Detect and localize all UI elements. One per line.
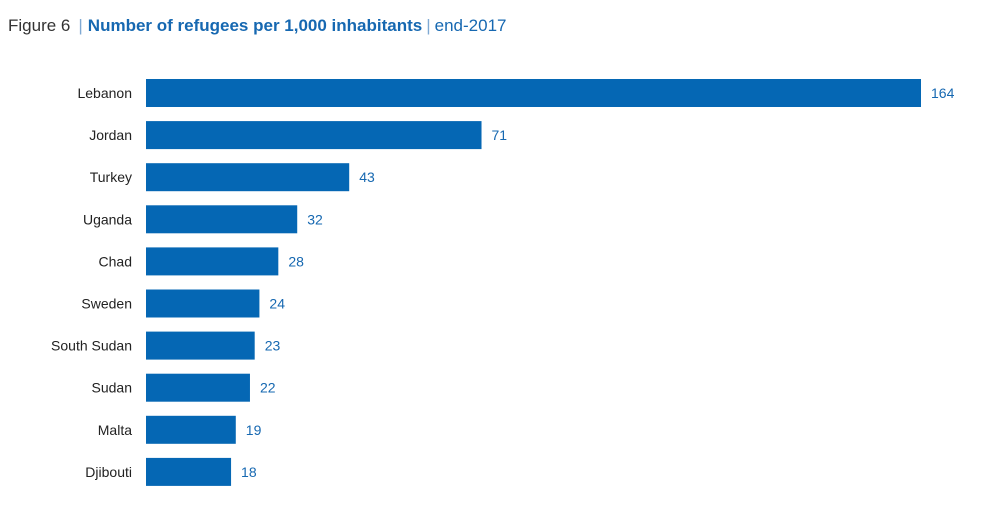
category-label: Djibouti (85, 464, 132, 480)
value-label: 19 (246, 422, 262, 438)
category-label: Chad (99, 253, 132, 269)
title-text: Number of refugees per 1,000 inhabitants (87, 16, 423, 35)
bar (146, 331, 255, 360)
category-label: Uganda (83, 211, 132, 227)
title-separator: | (78, 16, 83, 35)
bar (146, 373, 250, 402)
bar (146, 163, 350, 192)
category-label: Malta (98, 422, 132, 438)
bar (146, 121, 482, 150)
chart-title: Figure 6 | Number of refugees per 1,000 in… (8, 16, 506, 36)
title-separator: | (426, 16, 431, 35)
bar (146, 247, 279, 276)
bar (146, 457, 232, 486)
value-label: 32 (307, 211, 323, 227)
category-label: Sudan (92, 380, 132, 396)
value-label: 23 (265, 338, 281, 354)
value-label: 24 (269, 296, 285, 312)
subtitle-text: end-2017 (434, 16, 507, 35)
value-label: 164 (931, 85, 955, 101)
category-label: Jordan (89, 127, 132, 143)
bar (146, 205, 298, 234)
value-label: 18 (241, 464, 257, 480)
bar (146, 415, 236, 444)
category-label: South Sudan (51, 338, 132, 354)
value-label: 43 (359, 169, 375, 185)
category-label: Sweden (81, 296, 132, 312)
value-label: 71 (492, 127, 508, 143)
category-label: Turkey (90, 169, 132, 185)
value-label: 22 (260, 380, 276, 396)
value-label: 28 (288, 253, 304, 269)
figure-label: Figure 6 (8, 16, 71, 35)
bar (146, 79, 921, 107)
category-label: Lebanon (77, 85, 132, 101)
bar (146, 289, 260, 318)
